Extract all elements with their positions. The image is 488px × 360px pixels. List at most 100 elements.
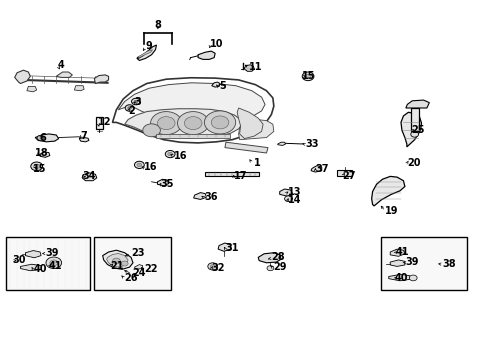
Circle shape <box>134 100 138 103</box>
Circle shape <box>127 107 131 109</box>
Circle shape <box>50 260 58 266</box>
Text: 15: 15 <box>33 164 47 174</box>
Circle shape <box>121 261 128 266</box>
Circle shape <box>37 135 44 140</box>
Text: 24: 24 <box>132 268 145 278</box>
Circle shape <box>177 112 208 135</box>
Polygon shape <box>410 108 418 131</box>
Text: 36: 36 <box>204 192 218 202</box>
Polygon shape <box>205 172 259 176</box>
Text: 10: 10 <box>210 39 224 49</box>
Text: 16: 16 <box>173 150 187 161</box>
Text: 37: 37 <box>315 164 328 174</box>
Polygon shape <box>211 82 220 87</box>
Polygon shape <box>102 250 133 269</box>
Polygon shape <box>400 112 421 147</box>
Polygon shape <box>157 179 168 186</box>
Polygon shape <box>15 70 30 84</box>
Text: 3: 3 <box>134 96 141 107</box>
Polygon shape <box>258 253 281 263</box>
Text: 21: 21 <box>110 261 123 271</box>
Polygon shape <box>337 170 351 176</box>
Polygon shape <box>193 193 206 199</box>
Text: 35: 35 <box>160 179 174 189</box>
Text: 18: 18 <box>35 148 49 158</box>
Polygon shape <box>279 189 292 196</box>
Text: 19: 19 <box>385 206 398 216</box>
Text: 31: 31 <box>224 243 238 253</box>
Polygon shape <box>388 274 409 281</box>
Text: 39: 39 <box>405 257 419 267</box>
Polygon shape <box>25 251 41 258</box>
Circle shape <box>207 263 217 270</box>
Circle shape <box>137 163 142 167</box>
Text: 11: 11 <box>249 62 263 72</box>
Circle shape <box>31 162 42 171</box>
Text: 16: 16 <box>144 162 158 172</box>
Text: 7: 7 <box>81 131 87 141</box>
Text: 23: 23 <box>131 248 144 258</box>
Circle shape <box>210 265 215 268</box>
Circle shape <box>150 112 182 135</box>
Polygon shape <box>198 51 215 59</box>
Text: 8: 8 <box>154 20 161 30</box>
Polygon shape <box>244 65 254 71</box>
Text: 12: 12 <box>98 117 111 127</box>
Text: 1: 1 <box>254 158 261 168</box>
Text: 13: 13 <box>287 186 301 197</box>
Circle shape <box>157 117 175 130</box>
Circle shape <box>408 275 416 281</box>
Polygon shape <box>82 173 97 181</box>
Text: 4: 4 <box>58 60 64 70</box>
Text: 14: 14 <box>287 195 301 205</box>
Polygon shape <box>310 166 321 172</box>
Circle shape <box>142 124 160 137</box>
Text: 6: 6 <box>39 132 46 143</box>
Circle shape <box>410 131 418 137</box>
Text: 20: 20 <box>406 158 420 168</box>
Polygon shape <box>74 86 84 91</box>
Polygon shape <box>27 86 37 92</box>
Text: 33: 33 <box>305 139 319 149</box>
Polygon shape <box>20 264 41 271</box>
Polygon shape <box>137 45 156 60</box>
Polygon shape <box>79 138 89 142</box>
Text: 22: 22 <box>144 264 158 274</box>
Text: 25: 25 <box>410 125 424 135</box>
Text: 41: 41 <box>395 247 409 257</box>
Polygon shape <box>134 265 142 269</box>
Polygon shape <box>237 108 263 139</box>
Polygon shape <box>405 100 428 108</box>
Text: 39: 39 <box>45 248 59 258</box>
Circle shape <box>112 258 120 264</box>
Polygon shape <box>389 249 404 256</box>
Circle shape <box>266 266 273 271</box>
Polygon shape <box>112 78 273 143</box>
Text: 40: 40 <box>394 273 408 283</box>
Polygon shape <box>56 72 72 77</box>
Text: 32: 32 <box>211 263 224 273</box>
Polygon shape <box>118 83 264 123</box>
Text: 27: 27 <box>342 171 355 181</box>
Bar <box>94 237 171 290</box>
Circle shape <box>125 105 134 111</box>
Bar <box>381 237 466 290</box>
Text: 34: 34 <box>82 171 96 181</box>
Text: 38: 38 <box>442 258 455 269</box>
Circle shape <box>284 196 292 202</box>
Circle shape <box>46 257 61 269</box>
Text: 17: 17 <box>233 171 247 181</box>
Circle shape <box>204 111 235 134</box>
Polygon shape <box>224 142 267 153</box>
Circle shape <box>134 161 144 168</box>
Polygon shape <box>277 142 285 145</box>
Polygon shape <box>138 50 152 58</box>
Text: 41: 41 <box>49 261 62 271</box>
Circle shape <box>305 74 310 78</box>
Bar <box>6 237 90 290</box>
Circle shape <box>211 116 228 129</box>
Polygon shape <box>218 243 230 251</box>
Polygon shape <box>96 117 102 129</box>
Text: 26: 26 <box>124 273 138 283</box>
Text: 30: 30 <box>12 255 26 265</box>
